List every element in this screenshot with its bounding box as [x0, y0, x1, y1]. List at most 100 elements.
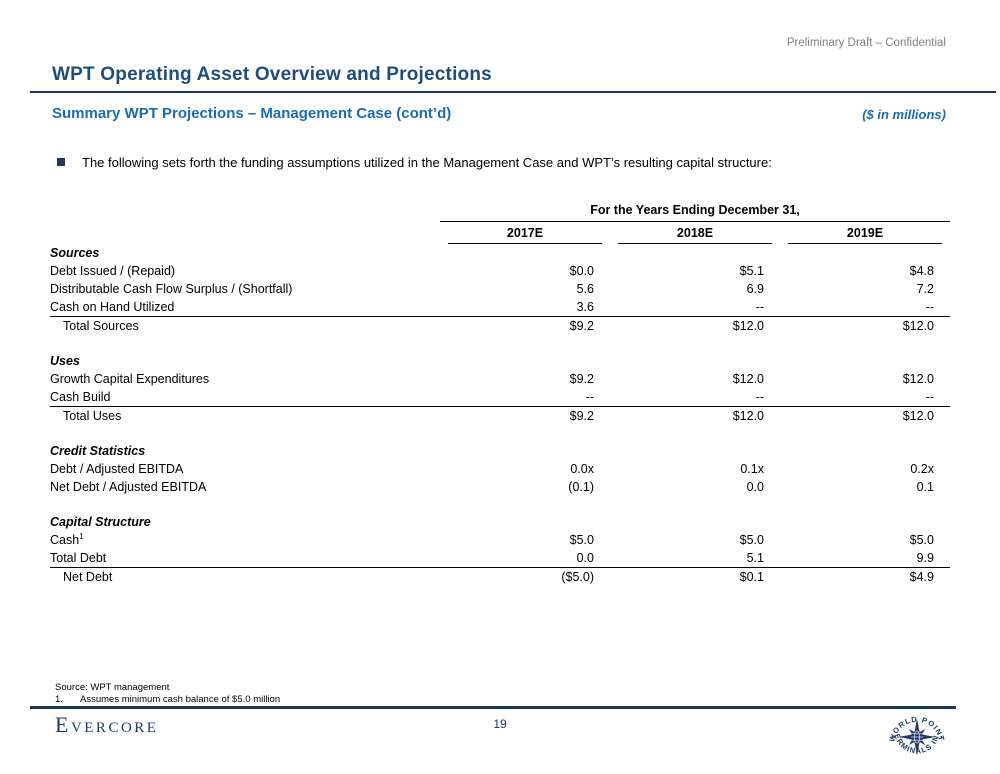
section-title-row: Credit Statistics — [50, 442, 950, 460]
total-value: $12.0 — [780, 406, 950, 425]
title-divider — [30, 91, 996, 93]
total-value: $9.2 — [440, 316, 610, 335]
section-title: Sources — [50, 246, 100, 260]
table-span-header-row: For the Years Ending December 31, — [50, 203, 950, 222]
spacer-cell — [50, 496, 950, 513]
total-value: $12.0 — [610, 316, 780, 335]
year-column-label: 2019E — [788, 225, 942, 244]
cell-value: 9.9 — [916, 551, 934, 565]
empty-header-cell — [50, 222, 440, 245]
section-title-row: Uses — [50, 352, 950, 370]
table-row: Growth Capital Expenditures $9.2 $12.0 $12.… — [50, 370, 950, 388]
row-label: Cash1 — [50, 531, 84, 547]
row-label: Debt / Adjusted EBITDA — [50, 462, 184, 476]
row-label: Net Debt / Adjusted EBITDA — [50, 480, 207, 494]
row-label: Cash on Hand Utilized — [50, 300, 175, 314]
cell-value: 0.0 — [576, 551, 594, 565]
section-title-row: Capital Structure — [50, 513, 950, 531]
projections-table-container: For the Years Ending December 31, 2017E 2… — [50, 203, 950, 586]
table-row: Cash Build -- -- -- — [50, 388, 950, 407]
cell-value: $4.8 — [909, 264, 934, 278]
table-row: Cash on Hand Utilized 3.6 -- -- — [50, 298, 950, 317]
cell-value: (0.1) — [568, 480, 594, 494]
cell-value: $5.0 — [739, 533, 764, 547]
year-column-header: 2018E — [610, 222, 780, 244]
cell-value: $5.0 — [569, 533, 594, 547]
cell-value: -- — [925, 390, 934, 404]
section-spacer — [50, 425, 950, 442]
total-value: $0.1 — [610, 567, 780, 586]
bullet-text: The following sets forth the funding ass… — [82, 155, 772, 170]
year-column-header: 2017E — [440, 222, 610, 244]
total-value: $4.9 — [780, 567, 950, 586]
total-value: $12.0 — [610, 406, 780, 425]
section-title: Credit Statistics — [50, 444, 146, 458]
table-row: Net Debt / Adjusted EBITDA (0.1) 0.0 0.1 — [50, 478, 950, 496]
year-header-row: 2017E 2018E 2019E — [50, 222, 950, 245]
total-value: ($5.0) — [440, 567, 610, 586]
cell-value: 0.0 — [746, 480, 764, 494]
cell-value: -- — [755, 390, 764, 404]
cell-value: $5.1 — [739, 264, 764, 278]
bullet-row: The following sets forth the funding ass… — [57, 155, 957, 170]
section-spacer — [50, 496, 950, 513]
spacer-cell — [50, 335, 950, 352]
logo-separator-dot — [891, 735, 894, 739]
cell-value: -- — [755, 300, 764, 314]
cell-value: 5.1 — [746, 551, 764, 565]
cell-value: $12.0 — [732, 372, 764, 386]
cell-value: 5.6 — [576, 282, 594, 296]
section-spacer — [50, 335, 950, 352]
page-title: WPT Operating Asset Overview and Project… — [52, 64, 492, 85]
cell-value: 3.6 — [576, 300, 594, 314]
year-column-label: 2018E — [618, 225, 772, 244]
empty-header-cell — [50, 203, 440, 222]
total-label: Total Sources — [50, 316, 440, 335]
table-row: Distributable Cash Flow Surplus / (Short… — [50, 280, 950, 298]
row-label: Distributable Cash Flow Surplus / (Short… — [50, 282, 293, 296]
evercore-logo: Evercore — [55, 712, 159, 737]
table-row: Total Debt 0.0 5.1 9.9 — [50, 549, 950, 568]
cell-value: 0.1x — [740, 462, 764, 476]
cell-value: 6.9 — [746, 282, 764, 296]
cell-value: 0.1 — [916, 480, 934, 494]
row-label: Cash Build — [50, 390, 111, 404]
section-title: Uses — [50, 354, 80, 368]
footnote-marker: 1 — [79, 531, 84, 541]
row-label: Debt Issued / (Repaid) — [50, 264, 176, 278]
cell-value: 0.2x — [910, 462, 934, 476]
footnote-1: 1. Assumes minimum cash balance of $5.0 … — [55, 694, 280, 706]
total-row: Total Sources $9.2 $12.0 $12.0 — [50, 316, 950, 335]
projections-table: For the Years Ending December 31, 2017E 2… — [50, 203, 950, 586]
table-row: Debt Issued / (Repaid) $0.0 $5.1 $4.8 — [50, 262, 950, 280]
cell-value: 0.0x — [570, 462, 594, 476]
total-label: Net Debt — [50, 567, 440, 586]
cell-value: -- — [585, 390, 594, 404]
section-title-row: Sources — [50, 244, 950, 262]
bullet-square-icon — [57, 158, 65, 166]
row-label: Growth Capital Expenditures — [50, 372, 210, 386]
year-column-header: 2019E — [780, 222, 950, 244]
footer-divider — [30, 706, 956, 709]
page-number: 19 — [493, 717, 507, 731]
table-row: Cash1 $5.0 $5.0 $5.0 — [50, 531, 950, 549]
logo-separator-dot — [940, 735, 943, 739]
footnotes: Source: WPT management 1. Assumes minimu… — [55, 682, 280, 705]
section-title: Capital Structure — [50, 515, 151, 529]
total-label: Total Uses — [50, 406, 440, 425]
cell-value: $12.0 — [902, 372, 934, 386]
spacer-cell — [50, 425, 950, 442]
cell-value: -- — [925, 300, 934, 314]
classification-label: Preliminary Draft – Confidential — [786, 37, 946, 49]
units-note: ($ in millions) — [862, 107, 946, 122]
cell-value: $5.0 — [909, 533, 934, 547]
cell-value: $9.2 — [569, 372, 594, 386]
years-ending-header: For the Years Ending December 31, — [440, 203, 950, 222]
cell-value: $0.0 — [569, 264, 594, 278]
globe-lines — [910, 730, 924, 744]
source-note: Source: WPT management — [55, 682, 170, 693]
table-row: Debt / Adjusted EBITDA 0.0x 0.1x 0.2x — [50, 460, 950, 478]
total-value: $12.0 — [780, 316, 950, 335]
